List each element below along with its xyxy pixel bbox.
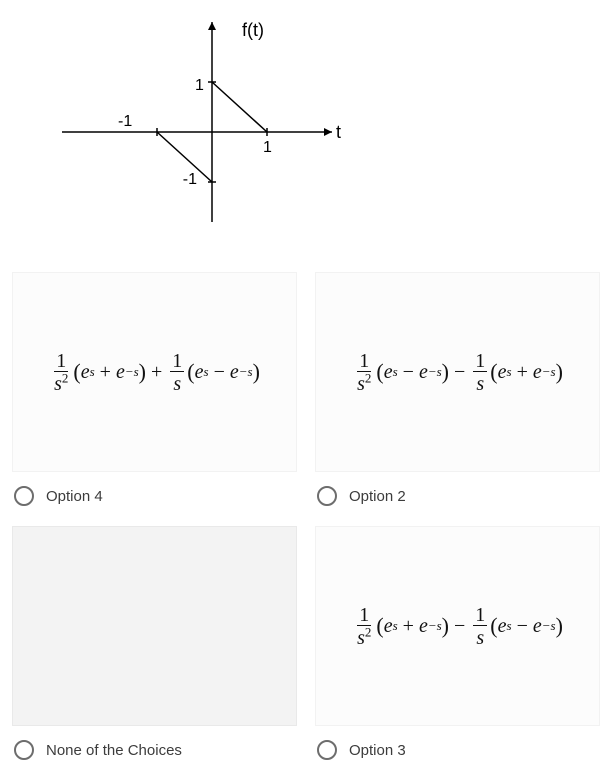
radio-icon[interactable] <box>14 740 34 760</box>
option-cell-none: None of the Choices <box>12 526 297 766</box>
graph-x-tick-1: 1 <box>263 139 272 156</box>
option-label: Option 3 <box>349 742 406 759</box>
option-radio-2[interactable]: Option 2 <box>315 472 600 512</box>
formula-box-none <box>12 526 297 726</box>
option-radio-none[interactable]: None of the Choices <box>12 726 297 766</box>
formula-box-option3: 1 s2 (es + e−s) − 1 s (es − e−s) <box>315 526 600 726</box>
radio-icon[interactable] <box>14 486 34 506</box>
function-graph: f(t) t -1 1 1 -1 <box>42 12 352 232</box>
graph-svg: f(t) t -1 1 1 -1 <box>42 12 352 232</box>
formula-box-option2: 1 s2 (es − e−s) − 1 s (es + e−s) <box>315 272 600 472</box>
option-label: None of the Choices <box>46 742 182 759</box>
option-label: Option 2 <box>349 488 406 505</box>
graph-y-tick-1: 1 <box>195 77 204 94</box>
options-grid: 1 s2 (es + e−s) + 1 s (es − e−s) Option … <box>12 272 600 766</box>
graph-y-tick-neg1: -1 <box>183 171 197 188</box>
graph-x-label: t <box>336 122 341 142</box>
option-cell-3: 1 s2 (es + e−s) − 1 s (es − e−s) Option … <box>315 526 600 766</box>
frac-num: 1 <box>54 351 68 372</box>
graph-y-label: f(t) <box>242 20 264 40</box>
graph-x-tick-neg1: -1 <box>118 113 132 130</box>
option-cell-2: 1 s2 (es − e−s) − 1 s (es + e−s) Option … <box>315 272 600 512</box>
formula-box-option4: 1 s2 (es + e−s) + 1 s (es − e−s) <box>12 272 297 472</box>
option-radio-3[interactable]: Option 3 <box>315 726 600 766</box>
radio-icon[interactable] <box>317 740 337 760</box>
option-cell-4: 1 s2 (es + e−s) + 1 s (es − e−s) Option … <box>12 272 297 512</box>
radio-icon[interactable] <box>317 486 337 506</box>
option-radio-4[interactable]: Option 4 <box>12 472 297 512</box>
option-label: Option 4 <box>46 488 103 505</box>
